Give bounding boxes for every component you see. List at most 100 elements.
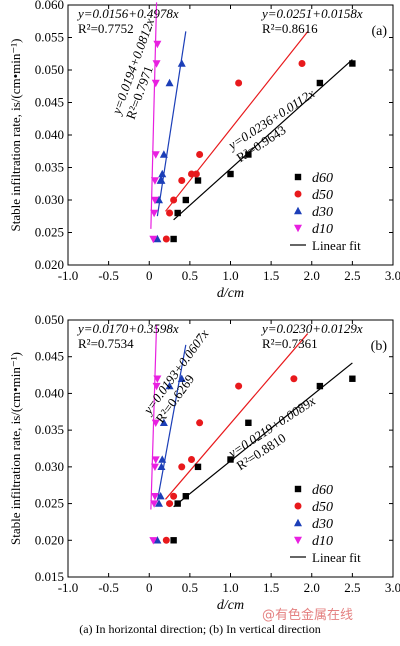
x-tick-label: -0.5	[98, 580, 119, 595]
fit-line-d50	[165, 333, 309, 500]
y-tick-label: 0.025	[35, 496, 64, 511]
x-tick-label: 2.5	[344, 268, 360, 283]
fit-equation: y=0.0156+0.4978x	[76, 6, 179, 21]
x-tick-label: 0.5	[182, 580, 198, 595]
data-point-d50	[290, 375, 298, 383]
legend-marker-d10	[294, 536, 302, 545]
data-point-d10	[151, 151, 160, 159]
x-tick-label: 1.0	[222, 580, 238, 595]
data-point-d10	[152, 60, 161, 68]
x-tick-label: 1.5	[263, 580, 279, 595]
data-point-d50	[196, 419, 204, 427]
data-point-d60	[170, 537, 177, 544]
legend-label: d50	[312, 500, 333, 515]
y-axis-label: Stable infiltration rate, is/(cm•min⁻¹)	[8, 39, 23, 232]
fit-line-d10	[150, 2, 158, 229]
figure-caption: (a) In horizontal direction; (b) In vert…	[79, 622, 321, 636]
data-point-d30	[177, 374, 186, 382]
data-point-d30	[158, 169, 167, 178]
data-point-d30	[177, 59, 186, 67]
data-point-d10	[150, 177, 159, 185]
legend-marker-d50	[294, 190, 302, 198]
data-point-d50	[178, 177, 186, 184]
x-tick-label: 1.5	[263, 268, 279, 283]
data-point-d60	[194, 177, 202, 184]
data-point-d10	[151, 419, 160, 427]
y-tick-label: 0.030	[35, 192, 64, 207]
data-point-d50	[162, 536, 170, 544]
data-point-d60	[349, 60, 356, 67]
data-point-d30	[159, 418, 168, 426]
chart-panel-a: -1.0 -0.5 0 0.5 1.0 1.5 2.0 2.5 3.0 0.020 0.025 0.0…	[8, 0, 400, 301]
data-point-d10	[151, 79, 160, 88]
x-tick-label: 0.5	[182, 268, 198, 283]
data-point-d50	[298, 60, 306, 67]
y-tick-label: 0.035	[35, 422, 64, 437]
legend-marker-d10	[294, 224, 302, 233]
data-point-d60	[227, 456, 234, 463]
y-tick-label: 0.025	[35, 225, 64, 240]
legend-label: d60	[312, 483, 333, 498]
data-point-d50	[196, 151, 204, 158]
data-point-d60	[227, 170, 234, 178]
data-point-d30	[153, 234, 162, 243]
y-tick-label: 0.060	[35, 0, 64, 12]
y-tick-label: 0.020	[35, 532, 64, 547]
data-point-d30	[155, 499, 163, 507]
data-point-d50	[235, 382, 243, 390]
data-point-d30	[159, 150, 168, 158]
x-tick-label: 2.5	[344, 580, 360, 595]
fit-r2: R²=0.7361	[262, 336, 318, 351]
data-point-d10	[150, 463, 159, 472]
data-point-d30	[157, 176, 166, 184]
y-tick-label: 0.055	[35, 30, 64, 45]
x-tick-label: 1.0	[222, 268, 238, 283]
legend-label: d10	[312, 534, 333, 549]
data-point-d30	[155, 195, 163, 204]
data-point-d10	[149, 537, 158, 545]
y-tick-label: 0.040	[35, 127, 64, 142]
data-point-d10	[153, 375, 162, 383]
legend-marker-d30	[294, 206, 302, 215]
data-point-d50	[178, 463, 186, 471]
data-point-d10	[149, 235, 158, 244]
fit-r2: R²=0.7534	[78, 336, 134, 351]
legend-fit-label: Linear fit	[312, 238, 361, 253]
fit-line-d10	[150, 324, 158, 510]
y-tick-label: 0.040	[35, 385, 64, 400]
fit-line-d30	[156, 344, 187, 501]
data-point-d10	[151, 456, 160, 464]
legend-fit-label: Linear fit	[312, 550, 361, 565]
data-point-d30	[156, 492, 165, 500]
x-tick-label: -0.5	[98, 268, 119, 283]
data-point-d60	[182, 493, 190, 500]
y-tick-label: 0.030	[35, 459, 64, 474]
y-tick-label: 0.050	[35, 312, 64, 327]
legend-label: d30	[312, 517, 333, 532]
y-axis-label: Stable infiltration rate, is/(cm•min⁻¹)	[8, 352, 23, 545]
data-point-d60	[316, 79, 324, 87]
legend-label: d50	[312, 188, 333, 203]
x-tick-label: -1.0	[58, 580, 79, 595]
x-tick-label: 0	[146, 268, 153, 283]
y-tick-label: 0.045	[35, 95, 64, 110]
plot-frame	[67, 4, 394, 266]
y-tick-label: 0.050	[35, 62, 64, 77]
data-point-d10	[150, 196, 159, 205]
fit-r2: R²=0.8616	[262, 21, 318, 36]
fit-line-d60	[173, 59, 353, 221]
data-point-d50	[166, 500, 174, 508]
y-tick-label: 0.020	[35, 257, 64, 272]
data-point-d50	[188, 170, 195, 178]
data-point-d60	[194, 463, 202, 471]
legend-label: d30	[312, 205, 333, 220]
panel-label: (a)	[371, 24, 387, 39]
data-point-d60	[182, 196, 190, 204]
data-point-d50	[162, 235, 170, 243]
data-point-d60	[316, 382, 324, 390]
data-point-d10	[150, 209, 159, 218]
